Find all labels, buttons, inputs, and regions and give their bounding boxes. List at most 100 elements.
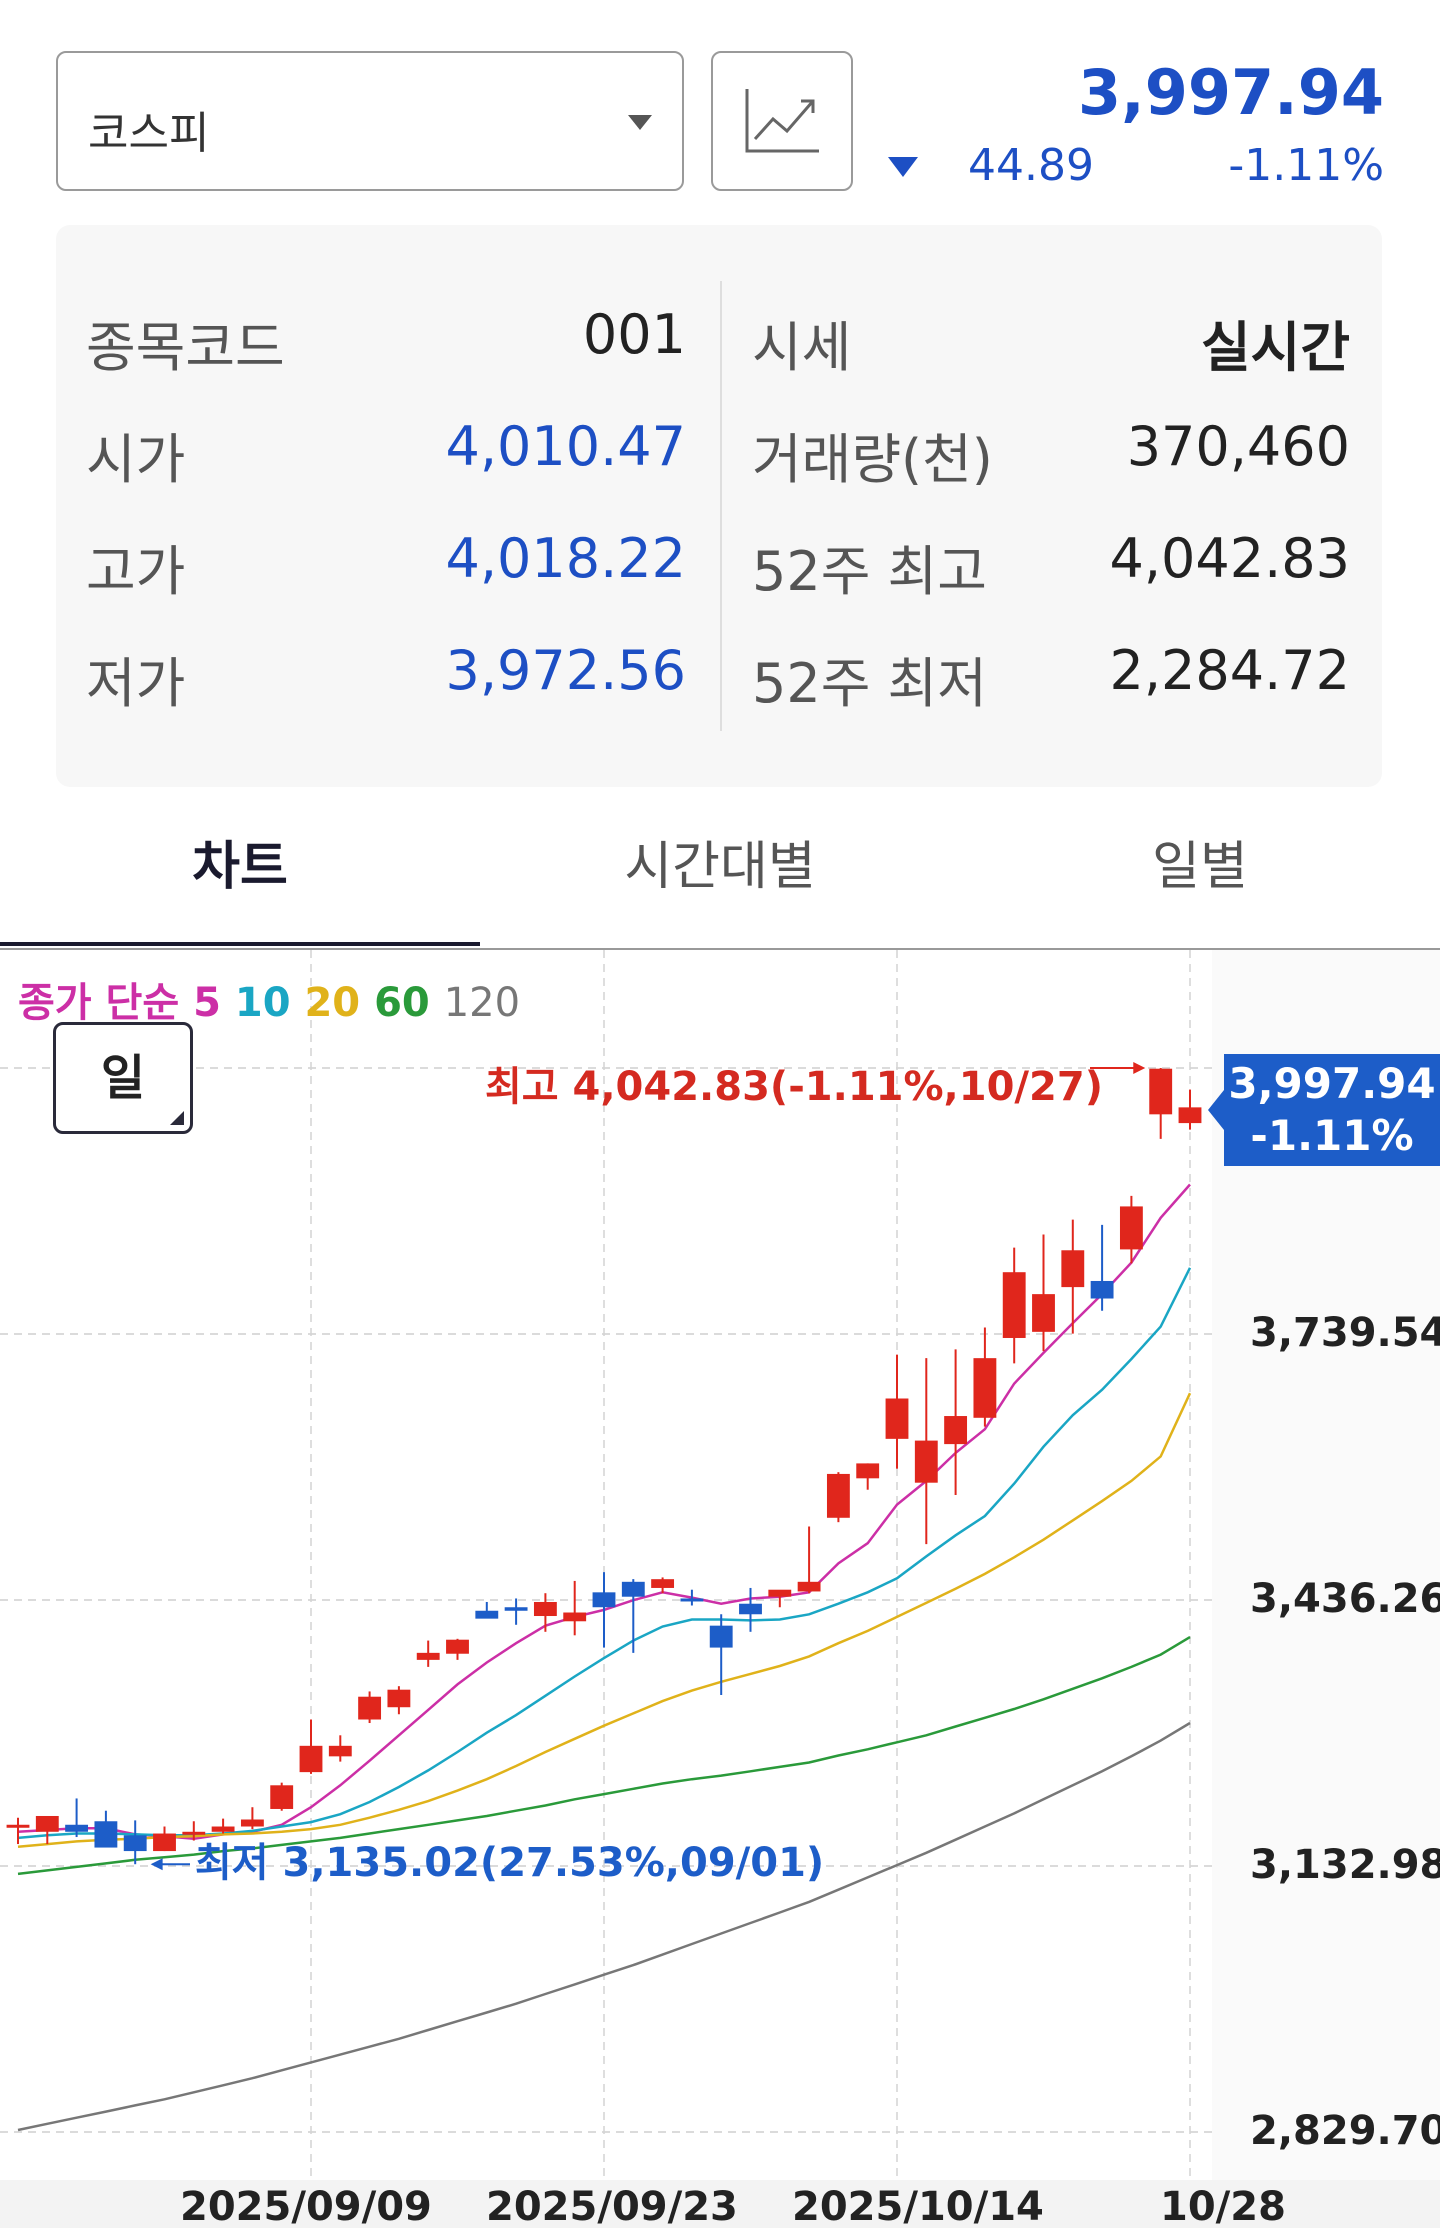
down-triangle-icon xyxy=(888,157,918,177)
info-divider xyxy=(720,281,722,731)
candle-body xyxy=(416,1652,440,1660)
candle-body xyxy=(1119,1206,1143,1250)
period-selector-button[interactable]: 일 xyxy=(53,1022,193,1134)
x-tick-label: 10/28 xyxy=(1160,2184,1286,2230)
ma-line-60 xyxy=(17,1636,1191,1876)
x-tick-label: 2025/09/23 xyxy=(486,2184,738,2230)
candle-body xyxy=(651,1579,675,1588)
ma-legend: 종가 단순 5 10 20 60 120 xyxy=(18,970,520,1028)
candle-body xyxy=(475,1610,499,1619)
candle-body xyxy=(446,1639,469,1654)
low-arrowhead xyxy=(150,1858,163,1871)
current-price: 3,997.94 xyxy=(1078,56,1384,129)
tab-hourly[interactable]: 시간대별 xyxy=(624,837,816,897)
ma-line-120 xyxy=(17,1721,1191,2132)
candle-body xyxy=(65,1824,89,1832)
candle-body xyxy=(914,1440,938,1483)
w52-low-value: 2,284.72 xyxy=(1109,639,1350,702)
chevron-down-icon xyxy=(628,115,652,130)
candle-body xyxy=(35,1815,59,1832)
candle-body xyxy=(680,1598,704,1602)
x-tick-label: 2025/10/14 xyxy=(792,2184,1044,2230)
candle-body xyxy=(739,1603,762,1615)
y-tick-label: 3,436.26 xyxy=(1250,1576,1440,1622)
quote-value: 실시간 xyxy=(1200,316,1350,379)
w52-low-label: 52주 최저 xyxy=(752,652,987,715)
candle-body xyxy=(270,1785,294,1809)
y-tick-label: 3,132.98 xyxy=(1250,1842,1440,1888)
candle-body xyxy=(387,1689,411,1708)
index-name: 코스피 xyxy=(88,108,210,159)
x-tick-label: 2025/09/09 xyxy=(180,2184,432,2230)
code-label: 종목코드 xyxy=(86,316,285,379)
high-label: 고가 xyxy=(86,540,186,603)
code-value: 001 xyxy=(582,303,686,366)
low-label: 저가 xyxy=(86,652,186,715)
candle-body xyxy=(1061,1250,1085,1288)
index-selector[interactable]: 코스피 xyxy=(56,51,684,191)
candle-body xyxy=(153,1833,176,1852)
ma-legend-5: 5 xyxy=(193,980,221,1026)
candle-body xyxy=(885,1398,909,1439)
high-value: 4,018.22 xyxy=(445,527,686,590)
view-tabs: 차트 시간대별 일별 xyxy=(0,808,1440,950)
candle-body xyxy=(709,1625,733,1648)
tab-daily[interactable]: 일별 xyxy=(1152,837,1248,897)
high-arrowhead xyxy=(1133,1061,1146,1074)
candle-body xyxy=(1002,1272,1026,1338)
tab-chart[interactable]: 차트 xyxy=(0,808,480,946)
candle-body xyxy=(1032,1294,1055,1332)
candle-body xyxy=(6,1824,30,1828)
ma-legend-60: 60 xyxy=(374,980,430,1026)
candle-body xyxy=(1090,1280,1114,1299)
w52-high-value: 4,042.83 xyxy=(1109,527,1350,590)
candle-body xyxy=(533,1601,557,1617)
corner-triangle-icon xyxy=(170,1111,184,1125)
candle-body xyxy=(973,1358,997,1418)
chart-view-button[interactable] xyxy=(711,51,853,191)
candle-body xyxy=(123,1835,147,1852)
ma-legend-20: 20 xyxy=(304,980,361,1026)
volume-label: 거래량(천) xyxy=(752,428,993,491)
price-tag-percent: -1.11% xyxy=(1250,1111,1414,1160)
current-price-tag: 3,997.94 -1.11% xyxy=(1208,1054,1440,1166)
x-axis-band xyxy=(0,2180,1440,2228)
y-tick-label: 3,739.54 xyxy=(1250,1310,1440,1356)
candle-body xyxy=(94,1821,118,1848)
candle-body xyxy=(328,1745,352,1757)
price-change-percent: -1.11% xyxy=(1228,140,1384,191)
ma-legend-10: 10 xyxy=(234,980,291,1026)
line-chart-icon xyxy=(745,89,819,153)
candle-body xyxy=(944,1416,968,1445)
candle-body xyxy=(797,1581,821,1592)
quote-info-panel: 종목코드 001 시세 실시간 시가 4,010.47 거래량(천) 370,4… xyxy=(56,225,1382,787)
price-tag-value: 3,997.94 xyxy=(1228,1059,1436,1108)
open-label: 시가 xyxy=(86,428,186,491)
w52-high-label: 52주 최고 xyxy=(752,540,987,603)
candle-body xyxy=(358,1696,382,1720)
ma-legend-prefix: 종가 단순 xyxy=(18,980,180,1026)
high-annotation: 최고 4,042.83(-1.11%,10/27) xyxy=(485,1064,1103,1110)
candle-body xyxy=(563,1612,587,1622)
candle-body xyxy=(1178,1107,1202,1124)
ma-line-20 xyxy=(17,1392,1192,1848)
candlestick-chart[interactable]: 종가 단순 5 10 20 60 120 일 최고 4,042.83(-1.11… xyxy=(0,950,1440,2230)
candle-body xyxy=(182,1831,206,1835)
period-label: 일 xyxy=(100,1050,146,1106)
open-value: 4,010.47 xyxy=(445,415,686,478)
price-change: 44.89 xyxy=(968,140,1094,191)
candle-body xyxy=(592,1592,616,1608)
candle-body xyxy=(856,1463,880,1479)
candle-body xyxy=(504,1607,528,1611)
candle-body xyxy=(299,1745,323,1773)
candle-body xyxy=(621,1581,645,1597)
candle-body xyxy=(768,1589,792,1597)
low-annotation: 최저 3,135.02(27.53%,09/01) xyxy=(195,1840,825,1886)
candle-body xyxy=(1149,1068,1173,1115)
quote-label: 시세 xyxy=(752,316,852,379)
y-tick-label: 2,829.70 xyxy=(1250,2108,1440,2154)
low-value: 3,972.56 xyxy=(445,639,686,702)
candle-body xyxy=(240,1819,264,1827)
candle-body xyxy=(211,1826,235,1832)
volume-value: 370,460 xyxy=(1126,415,1350,478)
